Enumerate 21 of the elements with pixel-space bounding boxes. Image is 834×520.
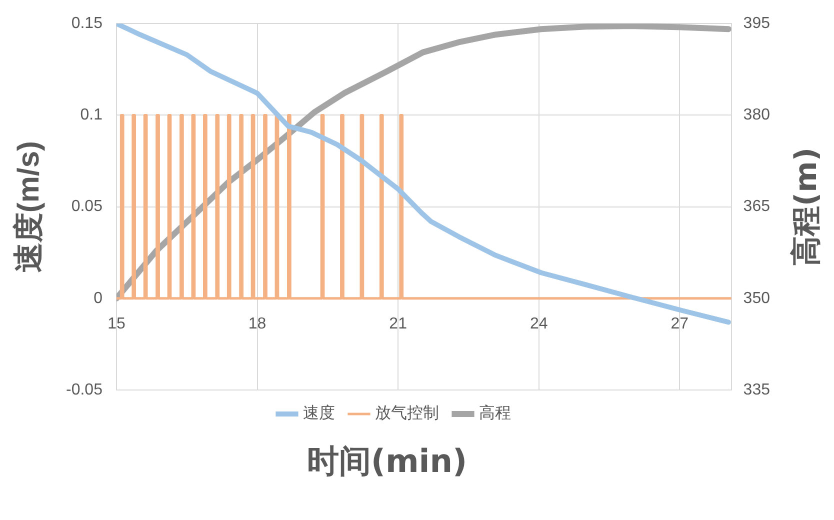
- y2-tick-label: 350: [743, 290, 770, 307]
- y-axis-title: 速度(m/s): [11, 140, 46, 273]
- legend-label: 速度: [303, 403, 335, 422]
- x-tick-label: 27: [670, 315, 689, 332]
- x-tick-label: 15: [108, 315, 126, 332]
- legend-label: 高程: [479, 403, 511, 422]
- x-tick-label: 18: [248, 315, 266, 332]
- y-tick-label: 0.1: [80, 106, 103, 124]
- y-tick-label: 0.05: [71, 198, 103, 216]
- y2-tick-label: 380: [743, 106, 770, 124]
- y2-axis-title: 高程(m): [788, 147, 824, 266]
- y-tick-label: 0: [94, 290, 103, 307]
- y-tick-label: -0.05: [66, 381, 103, 398]
- legend-label: 放气控制: [375, 403, 439, 422]
- x-tick-label: 21: [389, 315, 408, 332]
- y2-tick-label: 335: [743, 381, 770, 398]
- x-axis-title: 时间(min): [306, 442, 468, 480]
- y2-tick-label: 365: [743, 198, 770, 216]
- y-tick-label: 0.15: [71, 15, 103, 32]
- y2-tick-label: 395: [743, 15, 770, 32]
- x-tick-label: 24: [530, 315, 548, 332]
